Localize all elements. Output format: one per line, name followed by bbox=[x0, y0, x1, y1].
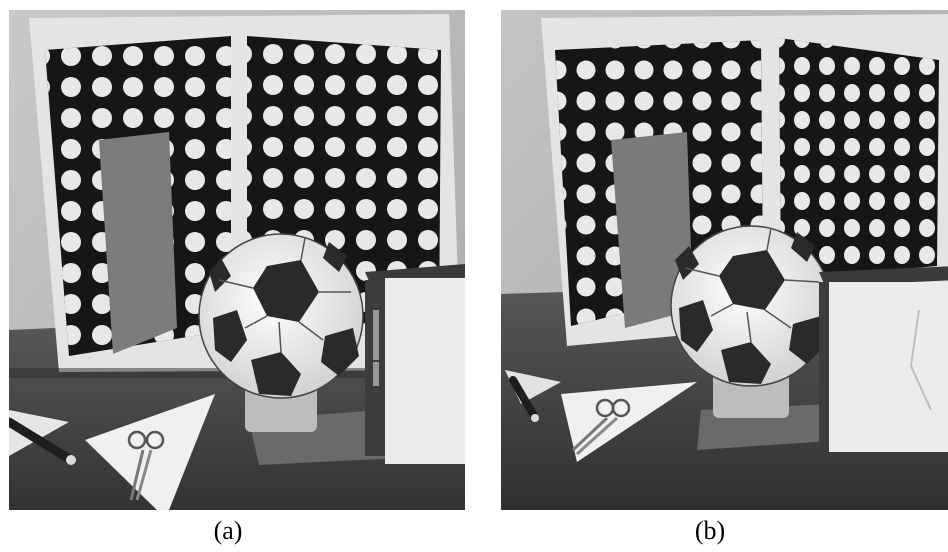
soccer-ball bbox=[670, 225, 832, 387]
scissors bbox=[571, 398, 631, 456]
soccer-ball bbox=[198, 233, 364, 399]
caption-b: (b) bbox=[694, 516, 726, 545]
marker-pen bbox=[509, 376, 539, 422]
cardboard-box bbox=[365, 264, 465, 464]
paper-triangle bbox=[561, 382, 697, 462]
gray-card bbox=[611, 132, 693, 328]
scene-b bbox=[501, 10, 948, 510]
scene-a bbox=[9, 10, 465, 510]
scissors bbox=[127, 430, 165, 501]
photo-a bbox=[9, 10, 465, 510]
gray-card bbox=[99, 132, 177, 354]
marker-pen bbox=[9, 417, 76, 465]
board-dots-right bbox=[779, 38, 939, 280]
caption-a: (a) bbox=[213, 516, 243, 545]
photo-b bbox=[501, 10, 948, 510]
cardboard-box bbox=[819, 266, 948, 452]
